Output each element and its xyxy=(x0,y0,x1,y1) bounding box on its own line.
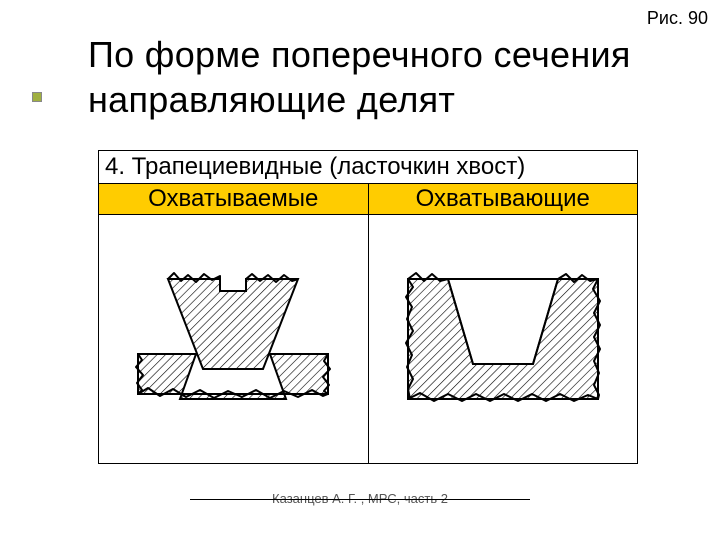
page-title: По форме поперечного сечения направляющи… xyxy=(88,32,708,122)
col-header-left: Охватываемые xyxy=(99,184,369,214)
section-header: 4. Трапециевидные (ласточкин хвост) xyxy=(99,151,637,184)
footer-credit: Казанцев А. Г. , МРС, часть 2 xyxy=(0,491,720,506)
dovetail-male-diagram xyxy=(118,249,348,429)
classification-table: 4. Трапециевидные (ласточкин хвост) Охва… xyxy=(98,150,638,464)
column-header-row: Охватываемые Охватывающие xyxy=(99,184,637,215)
diagram-cell-left xyxy=(99,215,369,463)
dovetail-female-diagram xyxy=(388,249,618,429)
title-bullet xyxy=(32,92,42,102)
diagram-cell-right xyxy=(369,215,638,463)
figure-number-label: Рис. 90 xyxy=(647,8,708,29)
col-header-right: Охватывающие xyxy=(369,184,638,214)
diagrams-row xyxy=(99,215,637,463)
